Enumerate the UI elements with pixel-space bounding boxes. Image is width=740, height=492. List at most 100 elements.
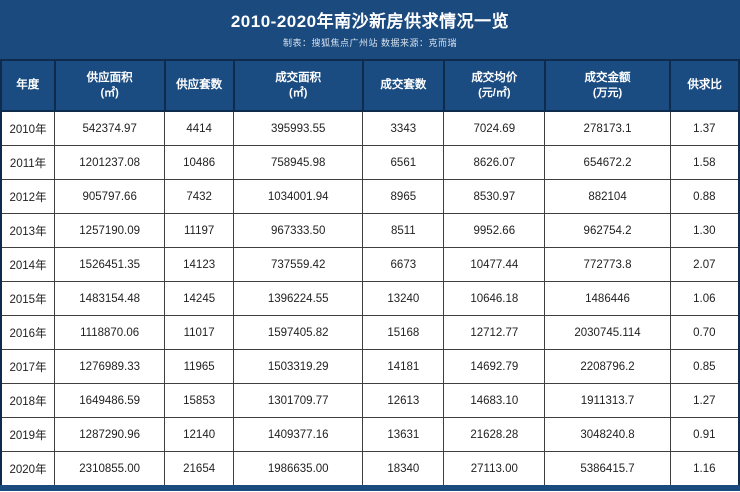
value-cell: 11197 bbox=[164, 213, 234, 248]
value-cell: 14683.10 bbox=[443, 383, 546, 418]
year-cell: 2011年 bbox=[0, 145, 56, 180]
year-cell: 2013年 bbox=[0, 213, 56, 248]
year-cell: 2015年 bbox=[0, 281, 56, 316]
value-cell: 1118870.06 bbox=[54, 315, 166, 350]
table-body: 2010年 542374.97 4414 395993.55 3343 7024.69 27… bbox=[0, 110, 740, 489]
column-header: 供应套数 bbox=[163, 59, 235, 112]
value-cell: 737559.42 bbox=[232, 247, 364, 282]
value-cell: 0.88 bbox=[669, 179, 740, 214]
value-cell: 1911313.7 bbox=[544, 383, 671, 418]
value-cell: 1409377.16 bbox=[232, 417, 364, 452]
column-header: 成交套数 bbox=[361, 59, 445, 112]
table-row: 2017年 1276989.33 11965 1503319.29 14181 14692… bbox=[0, 349, 740, 384]
value-cell: 278173.1 bbox=[544, 110, 671, 146]
value-cell: 8965 bbox=[362, 179, 445, 214]
value-cell: 1276989.33 bbox=[54, 349, 166, 384]
value-cell: 1257190.09 bbox=[54, 213, 166, 248]
value-cell: 1.30 bbox=[669, 213, 740, 248]
value-cell: 1396224.55 bbox=[232, 281, 364, 316]
value-cell: 1301709.77 bbox=[232, 383, 364, 418]
value-cell: 13631 bbox=[362, 417, 445, 452]
value-cell: 10477.44 bbox=[443, 247, 546, 282]
value-cell: 8530.97 bbox=[443, 179, 546, 214]
value-cell: 9952.66 bbox=[443, 213, 546, 248]
table-row: 2015年 1483154.48 14245 1396224.55 13240 10646… bbox=[0, 281, 740, 316]
year-cell: 2016年 bbox=[0, 315, 56, 350]
value-cell: 4414 bbox=[164, 110, 234, 146]
value-cell: 7024.69 bbox=[443, 110, 546, 146]
year-cell: 2018年 bbox=[0, 383, 56, 418]
value-cell: 12613 bbox=[362, 383, 445, 418]
value-cell: 772773.8 bbox=[544, 247, 671, 282]
value-cell: 12140 bbox=[164, 417, 234, 452]
value-cell: 11965 bbox=[164, 349, 234, 384]
column-header: 年度 bbox=[0, 59, 56, 112]
title-banner: 2010-2020年南沙新房供求情况一览 制表：搜狐焦点广州站 数据来源：克而瑞 bbox=[0, 0, 740, 59]
table-head: 年度 供应面积 (㎡) 供应套数 成交面积 (㎡) 成交套数 成交均价 (元/㎡) 成交金额 (万元… bbox=[0, 59, 740, 112]
value-cell: 2030745.114 bbox=[544, 315, 671, 350]
value-cell: 14692.79 bbox=[443, 349, 546, 384]
value-cell: 5386415.7 bbox=[544, 451, 671, 489]
value-cell: 8626.07 bbox=[443, 145, 546, 180]
column-header: 成交均价 (元/㎡) bbox=[442, 59, 546, 112]
table-row: 2018年 1649486.59 15853 1301709.77 12613 14683… bbox=[0, 383, 740, 418]
value-cell: 1483154.48 bbox=[54, 281, 166, 316]
value-cell: 21654 bbox=[164, 451, 234, 489]
value-cell: 1.16 bbox=[669, 451, 740, 489]
table-row: 2010年 542374.97 4414 395993.55 3343 7024.69 27… bbox=[0, 110, 740, 146]
value-cell: 3343 bbox=[362, 110, 445, 146]
value-cell: 13240 bbox=[362, 281, 445, 316]
value-cell: 758945.98 bbox=[232, 145, 364, 180]
value-cell: 1.27 bbox=[669, 383, 740, 418]
value-cell: 0.85 bbox=[669, 349, 740, 384]
column-header: 成交面积 (㎡) bbox=[232, 59, 364, 112]
value-cell: 1.37 bbox=[669, 110, 740, 146]
table-row: 2020年 2310855.00 21654 1986635.00 18340 27113… bbox=[0, 451, 740, 489]
value-cell: 8511 bbox=[362, 213, 445, 248]
value-cell: 1.06 bbox=[669, 281, 740, 316]
value-cell: 2208796.2 bbox=[544, 349, 671, 384]
value-cell: 1526451.35 bbox=[54, 247, 166, 282]
year-cell: 2012年 bbox=[0, 179, 56, 214]
table-row: 2019年 1287290.96 12140 1409377.16 13631 21628… bbox=[0, 417, 740, 452]
value-cell: 967333.50 bbox=[232, 213, 364, 248]
value-cell: 1503319.29 bbox=[232, 349, 364, 384]
table-row: 2013年 1257190.09 11197 967333.50 8511 9952.66… bbox=[0, 213, 740, 248]
value-cell: 2310855.00 bbox=[54, 451, 166, 489]
year-cell: 2010年 bbox=[0, 110, 56, 146]
value-cell: 14245 bbox=[164, 281, 234, 316]
value-cell: 1597405.82 bbox=[232, 315, 364, 350]
value-cell: 15168 bbox=[362, 315, 445, 350]
value-cell: 1034001.94 bbox=[232, 179, 364, 214]
value-cell: 2.07 bbox=[669, 247, 740, 282]
year-cell: 2014年 bbox=[0, 247, 56, 282]
value-cell: 27113.00 bbox=[443, 451, 546, 489]
table-header-row: 年度 供应面积 (㎡) 供应套数 成交面积 (㎡) 成交套数 成交均价 (元/㎡) 成交金额 (万元… bbox=[0, 59, 740, 112]
value-cell: 14123 bbox=[164, 247, 234, 282]
value-cell: 654672.2 bbox=[544, 145, 671, 180]
value-cell: 1486446 bbox=[544, 281, 671, 316]
value-cell: 395993.55 bbox=[232, 110, 364, 146]
value-cell: 1649486.59 bbox=[54, 383, 166, 418]
value-cell: 1287290.96 bbox=[54, 417, 166, 452]
value-cell: 15853 bbox=[164, 383, 234, 418]
value-cell: 18340 bbox=[362, 451, 445, 489]
value-cell: 6673 bbox=[362, 247, 445, 282]
page-title: 2010-2020年南沙新房供求情况一览 bbox=[230, 12, 510, 31]
page-subtitle: 制表：搜狐焦点广州站 数据来源：克而瑞 bbox=[282, 38, 457, 48]
value-cell: 882104 bbox=[544, 179, 671, 214]
column-header: 供求比 bbox=[669, 59, 740, 112]
table-row: 2016年 1118870.06 11017 1597405.82 15168 12712… bbox=[0, 315, 740, 350]
year-cell: 2017年 bbox=[0, 349, 56, 384]
year-cell: 2020年 bbox=[0, 451, 56, 489]
column-header: 成交金额 (万元) bbox=[543, 59, 672, 112]
value-cell: 10486 bbox=[164, 145, 234, 180]
column-header: 供应面积 (㎡) bbox=[53, 59, 166, 112]
table-row: 2012年 905797.66 7432 1034001.94 8965 8530.97 8… bbox=[0, 179, 740, 214]
table-row: 2011年 1201237.08 10486 758945.98 6561 8626.07… bbox=[0, 145, 740, 180]
value-cell: 21628.28 bbox=[443, 417, 546, 452]
value-cell: 1.58 bbox=[669, 145, 740, 180]
value-cell: 905797.66 bbox=[54, 179, 166, 214]
value-cell: 7432 bbox=[164, 179, 234, 214]
